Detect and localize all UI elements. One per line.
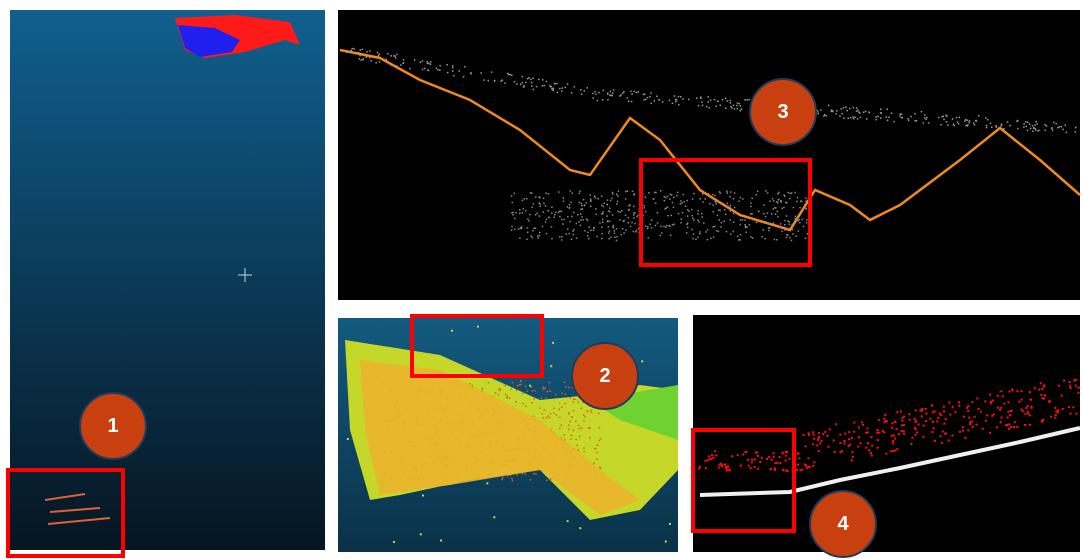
panel-3 bbox=[338, 10, 1080, 300]
badge: 3 bbox=[750, 79, 816, 145]
figure: 1 2 3 4 bbox=[0, 0, 1083, 559]
badge: 4 bbox=[810, 491, 876, 557]
badge-label: 3 bbox=[777, 101, 788, 123]
badge: 2 bbox=[572, 343, 638, 409]
panel-4 bbox=[693, 315, 1080, 552]
panel-background bbox=[693, 315, 1080, 552]
badge-label: 4 bbox=[837, 513, 849, 535]
badge: 1 bbox=[80, 393, 146, 459]
page: 1 2 3 4 (() => { const data = JSON.parse… bbox=[0, 0, 1083, 559]
badge-label: 1 bbox=[107, 415, 118, 437]
badge-label: 2 bbox=[599, 365, 610, 387]
panel-1 bbox=[8, 10, 325, 556]
panel-background bbox=[338, 10, 1080, 300]
